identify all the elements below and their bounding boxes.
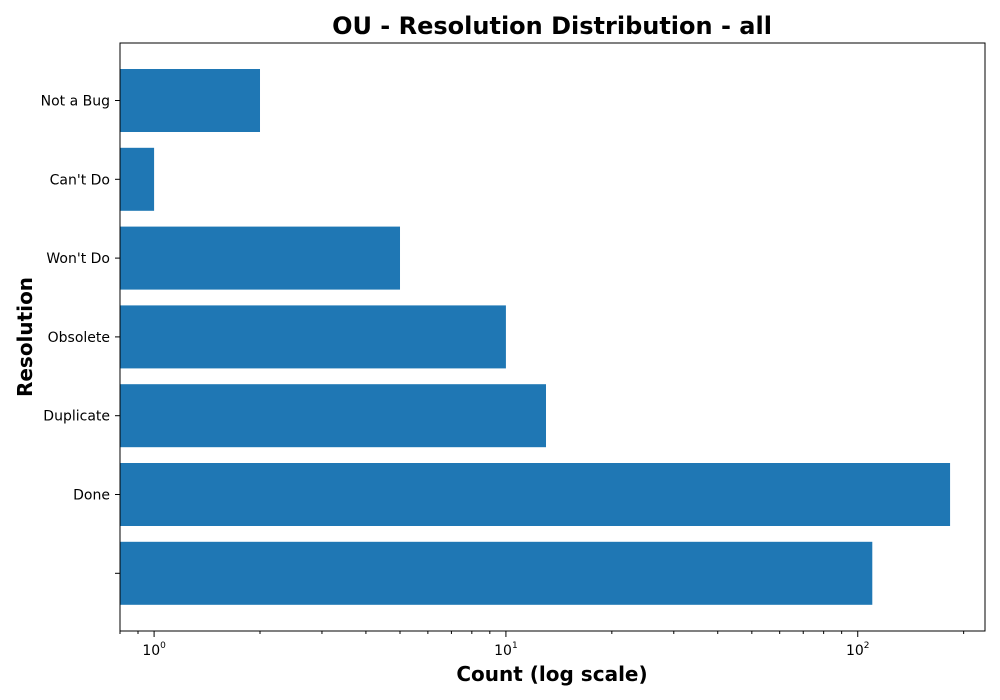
y-tick-label: Won't Do [46,251,110,267]
x-tick-label: 102 [846,641,870,659]
y-tick-label: Obsolete [48,330,110,346]
bar [120,226,401,290]
bar [120,305,506,369]
x-axis-ticks: 100 101 102 [119,631,965,659]
y-axis-ticks: Not a Bug Can't Do Won't Do Obsolete Duplica… [41,94,120,574]
bar [120,384,547,448]
y-tick-label: Not a Bug [41,94,110,110]
y-tick-label: Done [73,488,110,504]
y-tick-label: Can't Do [50,172,110,188]
bar [120,541,873,605]
bars [120,69,951,605]
x-axis-label: Count (log scale) [456,662,647,686]
x-tick-label: 101 [494,641,518,659]
bar [120,147,155,211]
bar [120,463,951,526]
y-axis-label: Resolution [13,277,37,397]
x-tick-label: 100 [142,641,166,659]
plot-frame [119,42,986,632]
bar [120,69,261,132]
y-tick-label: Duplicate [43,409,110,425]
chart-title: OU - Resolution Distribution - all [332,12,772,40]
